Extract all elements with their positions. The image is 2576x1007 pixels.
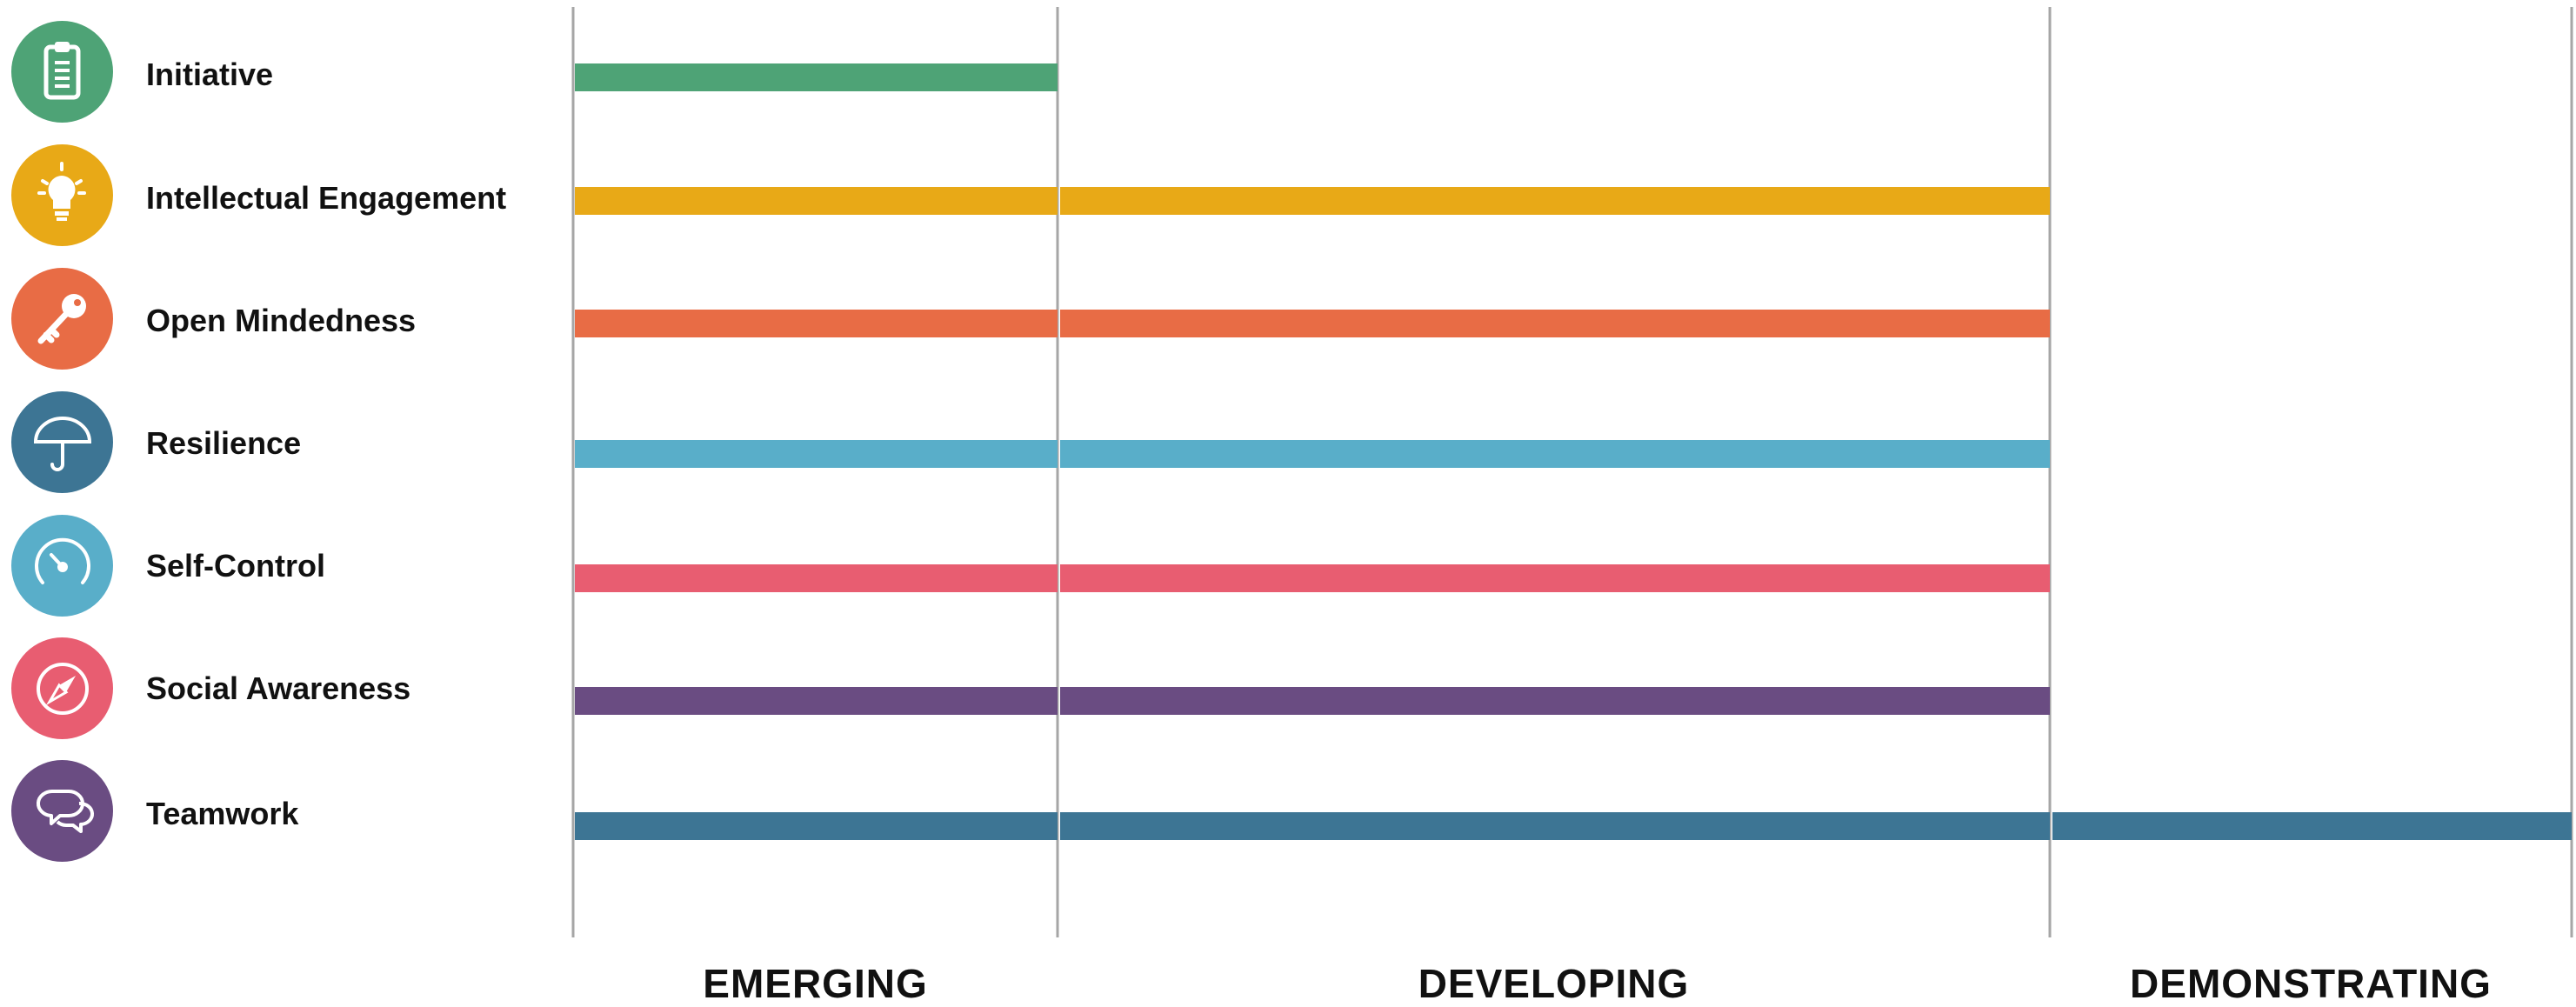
bar-segment	[2052, 812, 2572, 840]
level-label: DEMONSTRATING	[2130, 961, 2492, 1006]
chat-bubbles-icon	[11, 760, 113, 862]
bar-segment	[1060, 187, 2050, 215]
category-label: Open Mindedness	[146, 303, 417, 338]
compass-icon	[11, 637, 113, 739]
bar-segment	[575, 687, 1058, 715]
category-label: Self-Control	[146, 548, 325, 584]
bar-segment	[575, 564, 1058, 592]
clipboard-icon	[11, 21, 113, 123]
bar-segment	[575, 440, 1058, 468]
level-label: DEVELOPING	[1418, 961, 1690, 1006]
bar-segment	[575, 63, 1058, 91]
bar-segment	[1060, 564, 2050, 592]
category-label: Initiative	[146, 57, 274, 92]
bar-segment	[575, 187, 1058, 215]
lightbulb-icon	[11, 144, 113, 246]
bar-segment	[1060, 440, 2050, 468]
key-icon	[11, 268, 113, 370]
umbrella-icon	[11, 391, 113, 493]
level-label: EMERGING	[703, 961, 928, 1006]
bar-segment	[575, 310, 1058, 337]
bar-segment	[1060, 812, 2050, 840]
category-label: Teamwork	[146, 796, 299, 831]
category-label: Resilience	[146, 425, 302, 461]
bar-segment	[1060, 687, 2050, 715]
category-label: Intellectual Engagement	[146, 180, 507, 216]
speedometer-icon	[11, 515, 113, 617]
bar-segment	[1060, 310, 2050, 337]
bar-segment	[575, 812, 1058, 840]
category-label: Social Awareness	[146, 670, 411, 706]
